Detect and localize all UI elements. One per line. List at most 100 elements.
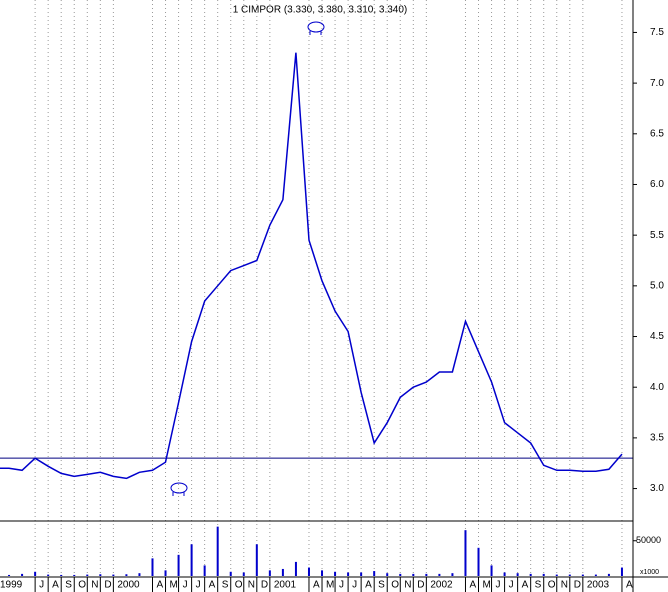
x-tick-label: A [365, 580, 372, 591]
volume-bar [281, 568, 284, 576]
volume-bar [542, 573, 545, 576]
x-tick-label: N [404, 580, 411, 591]
volume-bar [21, 573, 24, 576]
volume-bar [620, 567, 623, 576]
volume-bar [321, 570, 324, 576]
volume-bar [425, 573, 428, 576]
volume-bar [99, 574, 102, 576]
x-tick-label: D [574, 580, 581, 591]
chart-title: 1 CIMPOR (3.330, 3.380, 3.310, 3.340) [233, 5, 408, 16]
x-tick-label: N [561, 580, 568, 591]
x-tick-label: J [496, 580, 501, 591]
volume-bar [555, 574, 558, 576]
x-tick-label: O [78, 580, 86, 591]
y-tick-label: 6.0 [650, 179, 664, 190]
volume-bar [229, 571, 232, 576]
volume-bar [268, 570, 271, 576]
volume-bar [8, 574, 11, 576]
price-line [0, 52, 623, 480]
x-tick-label: M [326, 580, 334, 591]
x-tick-label: 1999 [0, 580, 23, 591]
x-tick-label: A [313, 580, 320, 591]
volume-bar [347, 572, 350, 576]
volume-bar [164, 570, 167, 576]
y-tick-label: 5.0 [650, 280, 664, 291]
volume-bar [216, 526, 219, 576]
volume-bar [373, 571, 376, 576]
bear-icon [307, 21, 325, 35]
x-tick-label: N [91, 580, 98, 591]
volume-bar [47, 574, 50, 576]
volume-bar [464, 530, 467, 576]
x-tick-label: A [156, 580, 163, 591]
x-tick-label: J [352, 580, 357, 591]
volume-bar [34, 571, 37, 576]
volume-bar [503, 572, 506, 576]
volume-bar [307, 567, 310, 576]
volume-bar [112, 574, 115, 576]
x-tick-label: J [183, 580, 188, 591]
x-tick-label: M [170, 580, 178, 591]
y-tick-label: 4.5 [650, 331, 664, 342]
volume-bar [255, 544, 258, 576]
x-tick-label: O [548, 580, 556, 591]
x-tick-label: O [391, 580, 399, 591]
unit-label: x1000 [640, 569, 659, 576]
x-tick-label: S [378, 580, 385, 591]
volume-bar [451, 573, 454, 576]
y-tick-label: 3.5 [650, 433, 664, 444]
x-tick-label: D [261, 580, 268, 591]
volume-bar [438, 573, 441, 576]
bull-icon [170, 482, 188, 496]
volume-bar [334, 571, 337, 576]
volume-bar [529, 573, 532, 576]
x-tick-label: 2002 [430, 580, 453, 591]
x-tick-label: J [39, 580, 44, 591]
volume-bar [73, 574, 76, 576]
volume-bar [203, 565, 206, 576]
x-tick-label: M [483, 580, 491, 591]
volume-bar [516, 573, 519, 576]
volume-bar [125, 574, 128, 576]
x-tick-label: N [248, 580, 255, 591]
x-tick-label: J [339, 580, 344, 591]
volume-bar [594, 574, 597, 576]
x-tick-label: A [209, 580, 216, 591]
x-tick-label: J [196, 580, 201, 591]
x-tick-label: A [52, 580, 59, 591]
x-tick-label: A [626, 580, 633, 591]
volume-bar [151, 558, 154, 576]
volume-bar [190, 544, 193, 576]
volume-bar [607, 573, 610, 576]
x-tick-label: D [104, 580, 111, 591]
y-tick-label: 5.5 [650, 230, 664, 241]
x-tick-label: A [469, 580, 476, 591]
volume-bar [138, 573, 141, 576]
volume-bar [60, 574, 63, 576]
volume-bar [386, 573, 389, 576]
y-tick-label: 6.5 [650, 128, 664, 139]
y-tick-label: 4.0 [650, 382, 664, 393]
x-tick-label: 2001 [274, 580, 297, 591]
y-tick-label: 3.0 [650, 483, 664, 494]
y-tick-label: 50000 [636, 535, 661, 545]
x-tick-label: S [65, 580, 72, 591]
volume-bar [412, 573, 415, 576]
volume-bar [86, 574, 89, 576]
x-tick-label: S [535, 580, 542, 591]
volume-bar [294, 561, 297, 576]
volume-bar [490, 565, 493, 576]
volume-bar [242, 572, 245, 576]
x-tick-label: 2000 [117, 580, 140, 591]
x-tick-label: J [509, 580, 514, 591]
grid [34, 0, 623, 576]
volume-bar [581, 574, 584, 576]
volume-bar [360, 572, 363, 576]
x-tick-label: A [522, 580, 529, 591]
y-tick-label: 7.5 [650, 27, 664, 38]
x-tick-label: S [222, 580, 229, 591]
x-tick-label: D [417, 580, 424, 591]
y-tick-label: 7.0 [650, 78, 664, 89]
x-tick-label: 2003 [587, 580, 610, 591]
